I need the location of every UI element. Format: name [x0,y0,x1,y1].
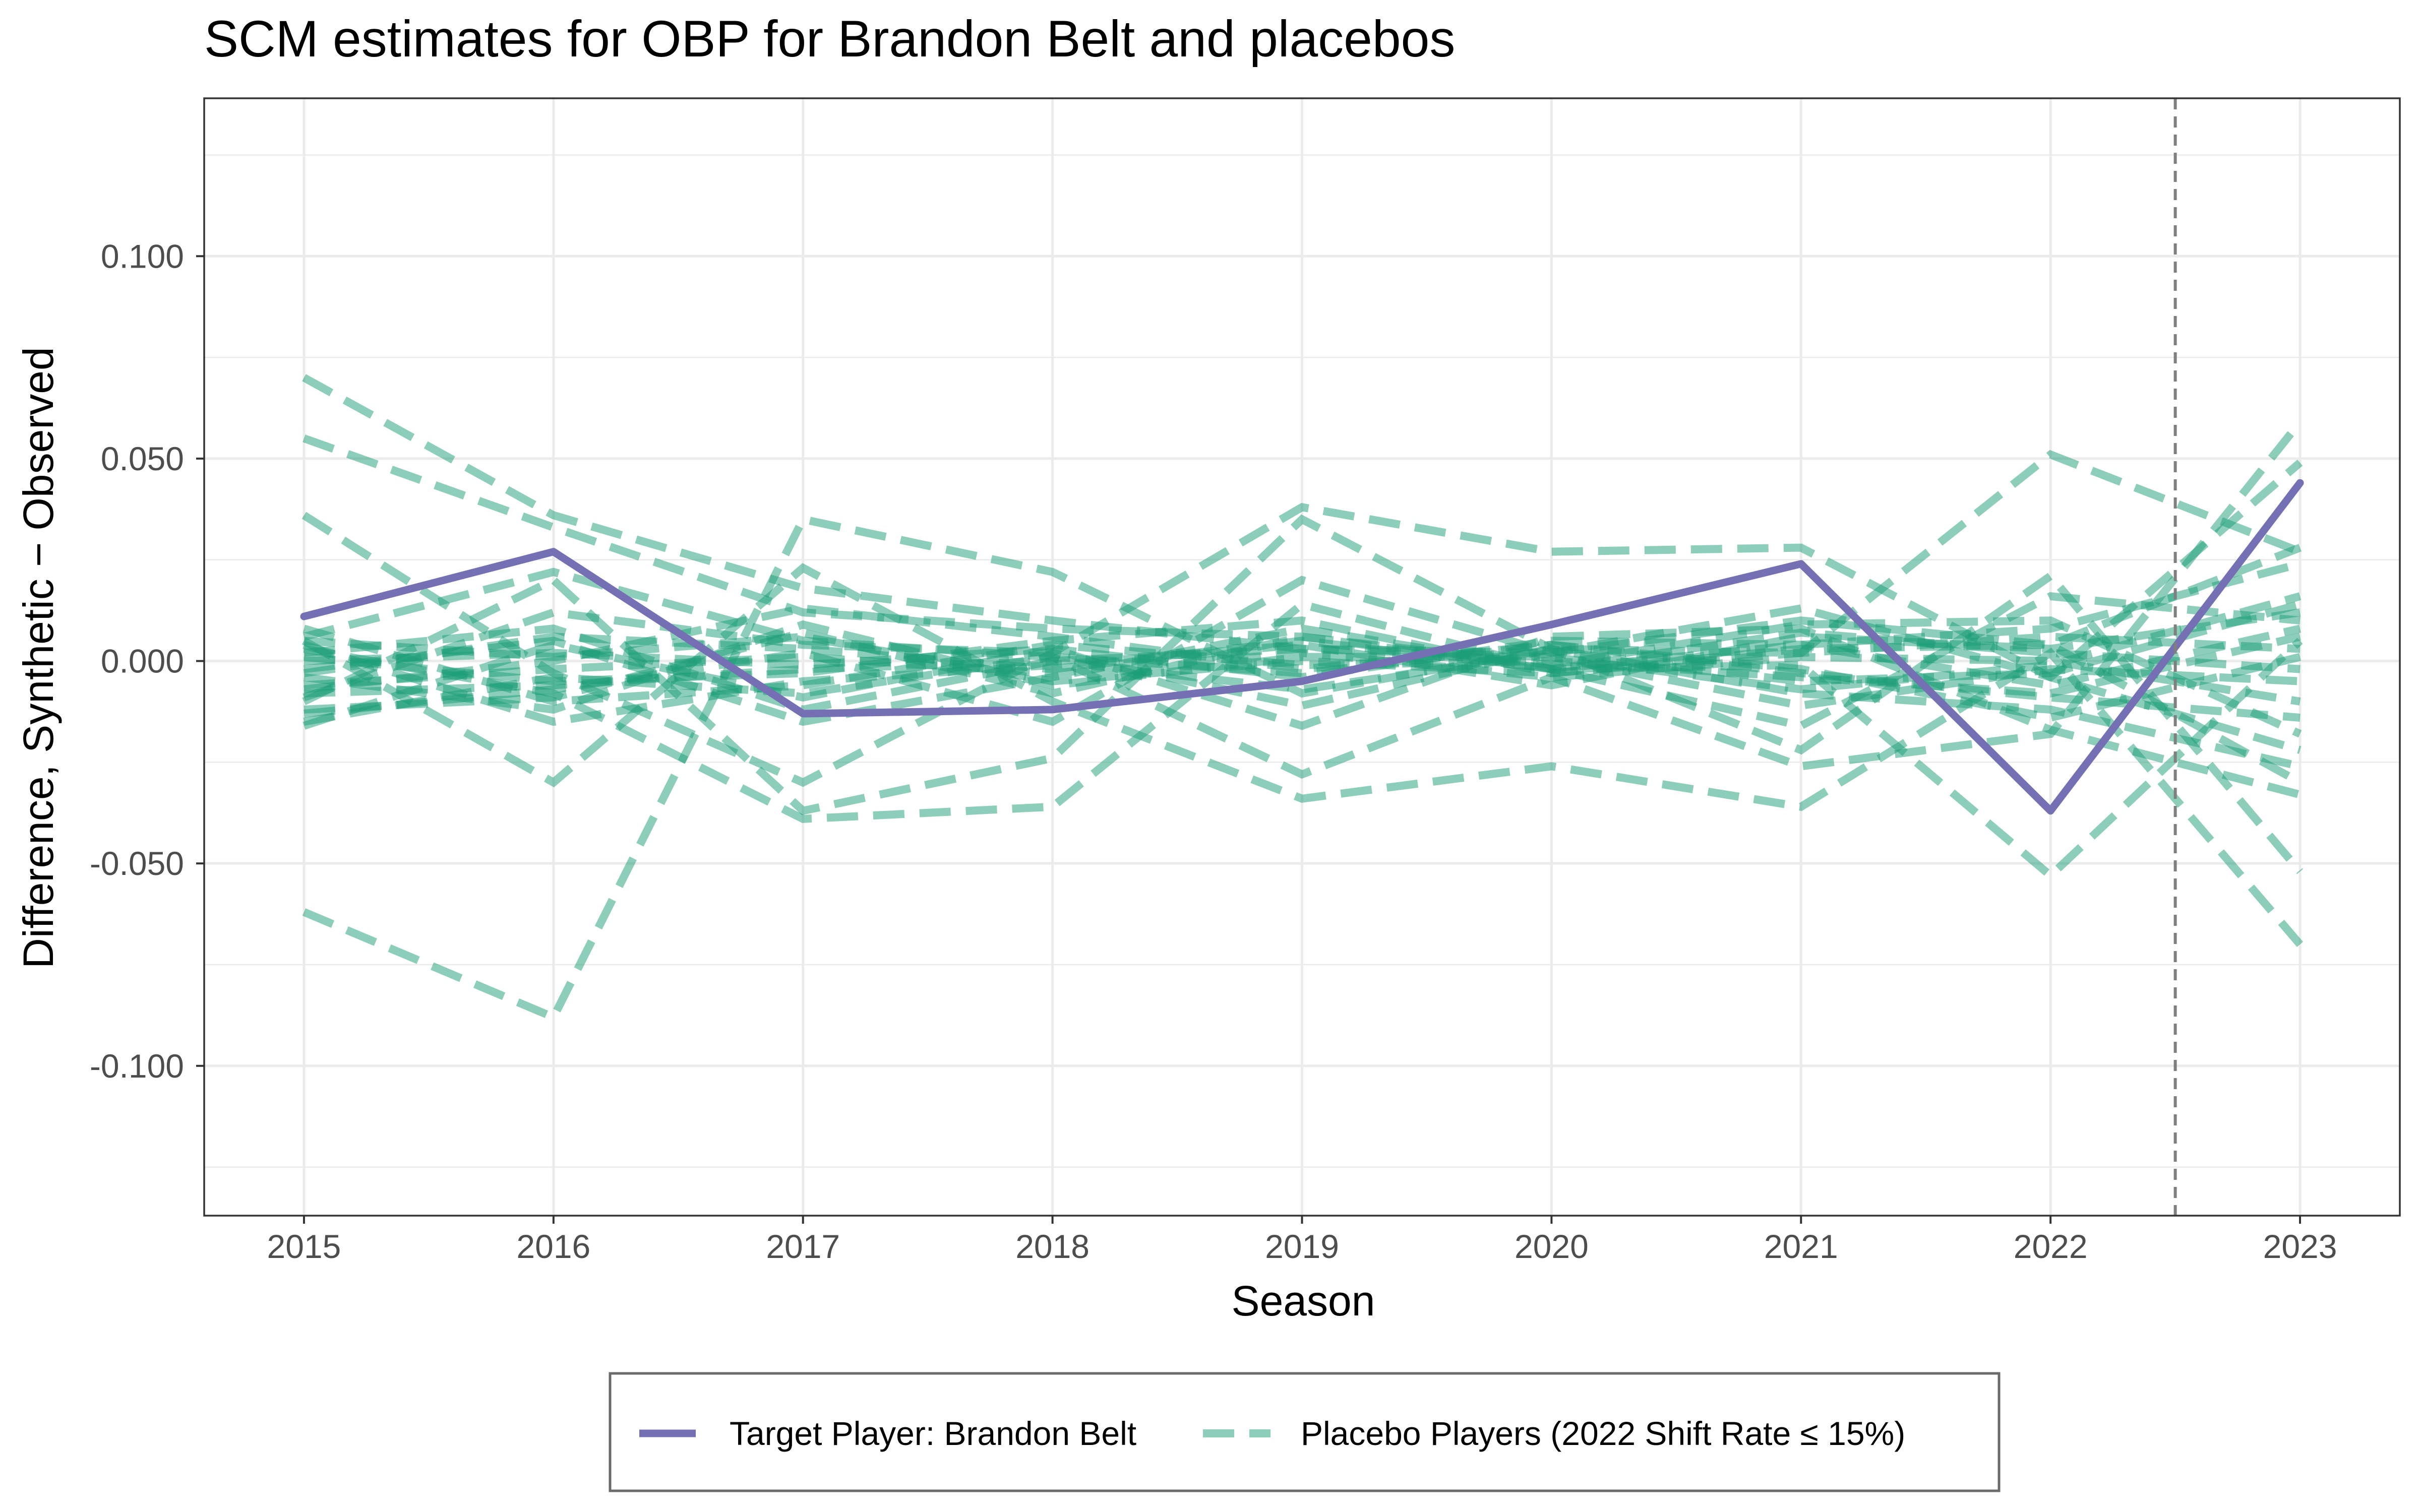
placebo-series-group [301,374,2304,1023]
series-line-placebo-19 [304,600,2302,714]
x-tick-label: 2021 [1764,1228,1838,1265]
x-tick-label: 2018 [1015,1228,1090,1265]
x-tick-label: 2020 [1515,1228,1589,1265]
x-axis-title: Season [1232,1277,1375,1325]
series-line-placebo-6 [303,600,2303,881]
x-tick-label: 2016 [516,1228,590,1265]
y-tick-label: 0.050 [101,440,184,477]
legend-box [609,1372,2001,1492]
series-line-placebo-20 [304,649,2301,706]
legend: Target Player: Brandon Belt Placebo Play… [609,1372,2001,1492]
series-line-target [300,479,2304,815]
y-tick-label: -0.100 [90,1047,184,1085]
series-line-placebo-21 [302,624,2301,706]
legend-label-placebo: Placebo Players (2022 Shift Rate ≤ 15%) [1301,1415,1905,1452]
y-tick-label: 0.100 [101,237,184,275]
target-series-group [300,479,2304,815]
chart-title: SCM estimates for OBP for Brandon Belt a… [204,10,1455,68]
series-line-placebo-24 [304,633,2302,786]
x-axis: 2015 2016 2017 2018 2019 2020 2021 2022 2023 [267,1216,2337,1265]
x-tick-label: 2022 [2014,1228,2088,1265]
series-line-placebo-18 [304,616,2302,738]
series-line-placebo-25 [304,592,2302,698]
series-line-placebo-4 [302,450,2302,1023]
x-tick-label: 2019 [1265,1228,1339,1265]
y-tick-label: -0.050 [90,845,184,882]
x-tick-label: 2023 [2263,1228,2337,1265]
x-tick-label: 2017 [766,1228,840,1265]
y-tick-label: 0.000 [101,643,184,680]
y-axis-title: Difference, Synthetic − Observed [15,347,62,968]
series-line-placebo-8 [302,419,2304,779]
y-axis: -0.100 -0.050 0.000 0.050 0.100 [90,237,204,1085]
legend-label-target: Target Player: Brandon Belt [730,1415,1136,1452]
x-tick-label: 2015 [267,1228,341,1265]
